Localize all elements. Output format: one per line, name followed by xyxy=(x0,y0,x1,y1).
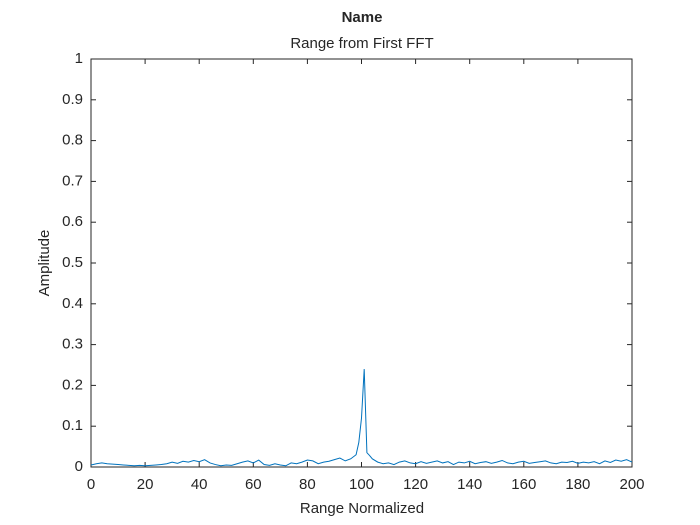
x-tick-label: 20 xyxy=(137,476,154,493)
y-tick-label: 0.7 xyxy=(62,172,83,189)
y-tick-label: 0.1 xyxy=(62,417,83,434)
data-line xyxy=(90,369,633,467)
chart-title: Name xyxy=(342,9,383,26)
x-axis-label: Range Normalized xyxy=(300,500,424,517)
x-tick-label: 80 xyxy=(299,476,316,493)
y-tick-label: 0 xyxy=(75,458,83,475)
x-tick-label: 40 xyxy=(191,476,208,493)
y-tick-label: 0.3 xyxy=(62,336,83,353)
x-tick-label: 0 xyxy=(87,476,95,493)
chart-subtitle: Range from First FFT xyxy=(290,35,433,52)
x-tick-label: 60 xyxy=(245,476,262,493)
x-tick-label: 140 xyxy=(457,476,482,493)
x-tick-label: 180 xyxy=(565,476,590,493)
y-tick-label: 0.2 xyxy=(62,376,83,393)
x-tick-label: 200 xyxy=(619,476,644,493)
y-tick-label: 0.5 xyxy=(62,254,83,271)
x-tick-label: 120 xyxy=(403,476,428,493)
y-tick-label: 0.8 xyxy=(62,132,83,149)
y-tick-label: 0.4 xyxy=(62,295,83,312)
y-axis-label: Amplitude xyxy=(36,230,53,297)
x-tick-label: 160 xyxy=(511,476,536,493)
y-tick-label: 0.6 xyxy=(62,213,83,230)
y-tick-label: 1 xyxy=(75,50,83,67)
y-tick-label: 0.9 xyxy=(62,91,83,108)
x-tick-label: 100 xyxy=(349,476,374,493)
